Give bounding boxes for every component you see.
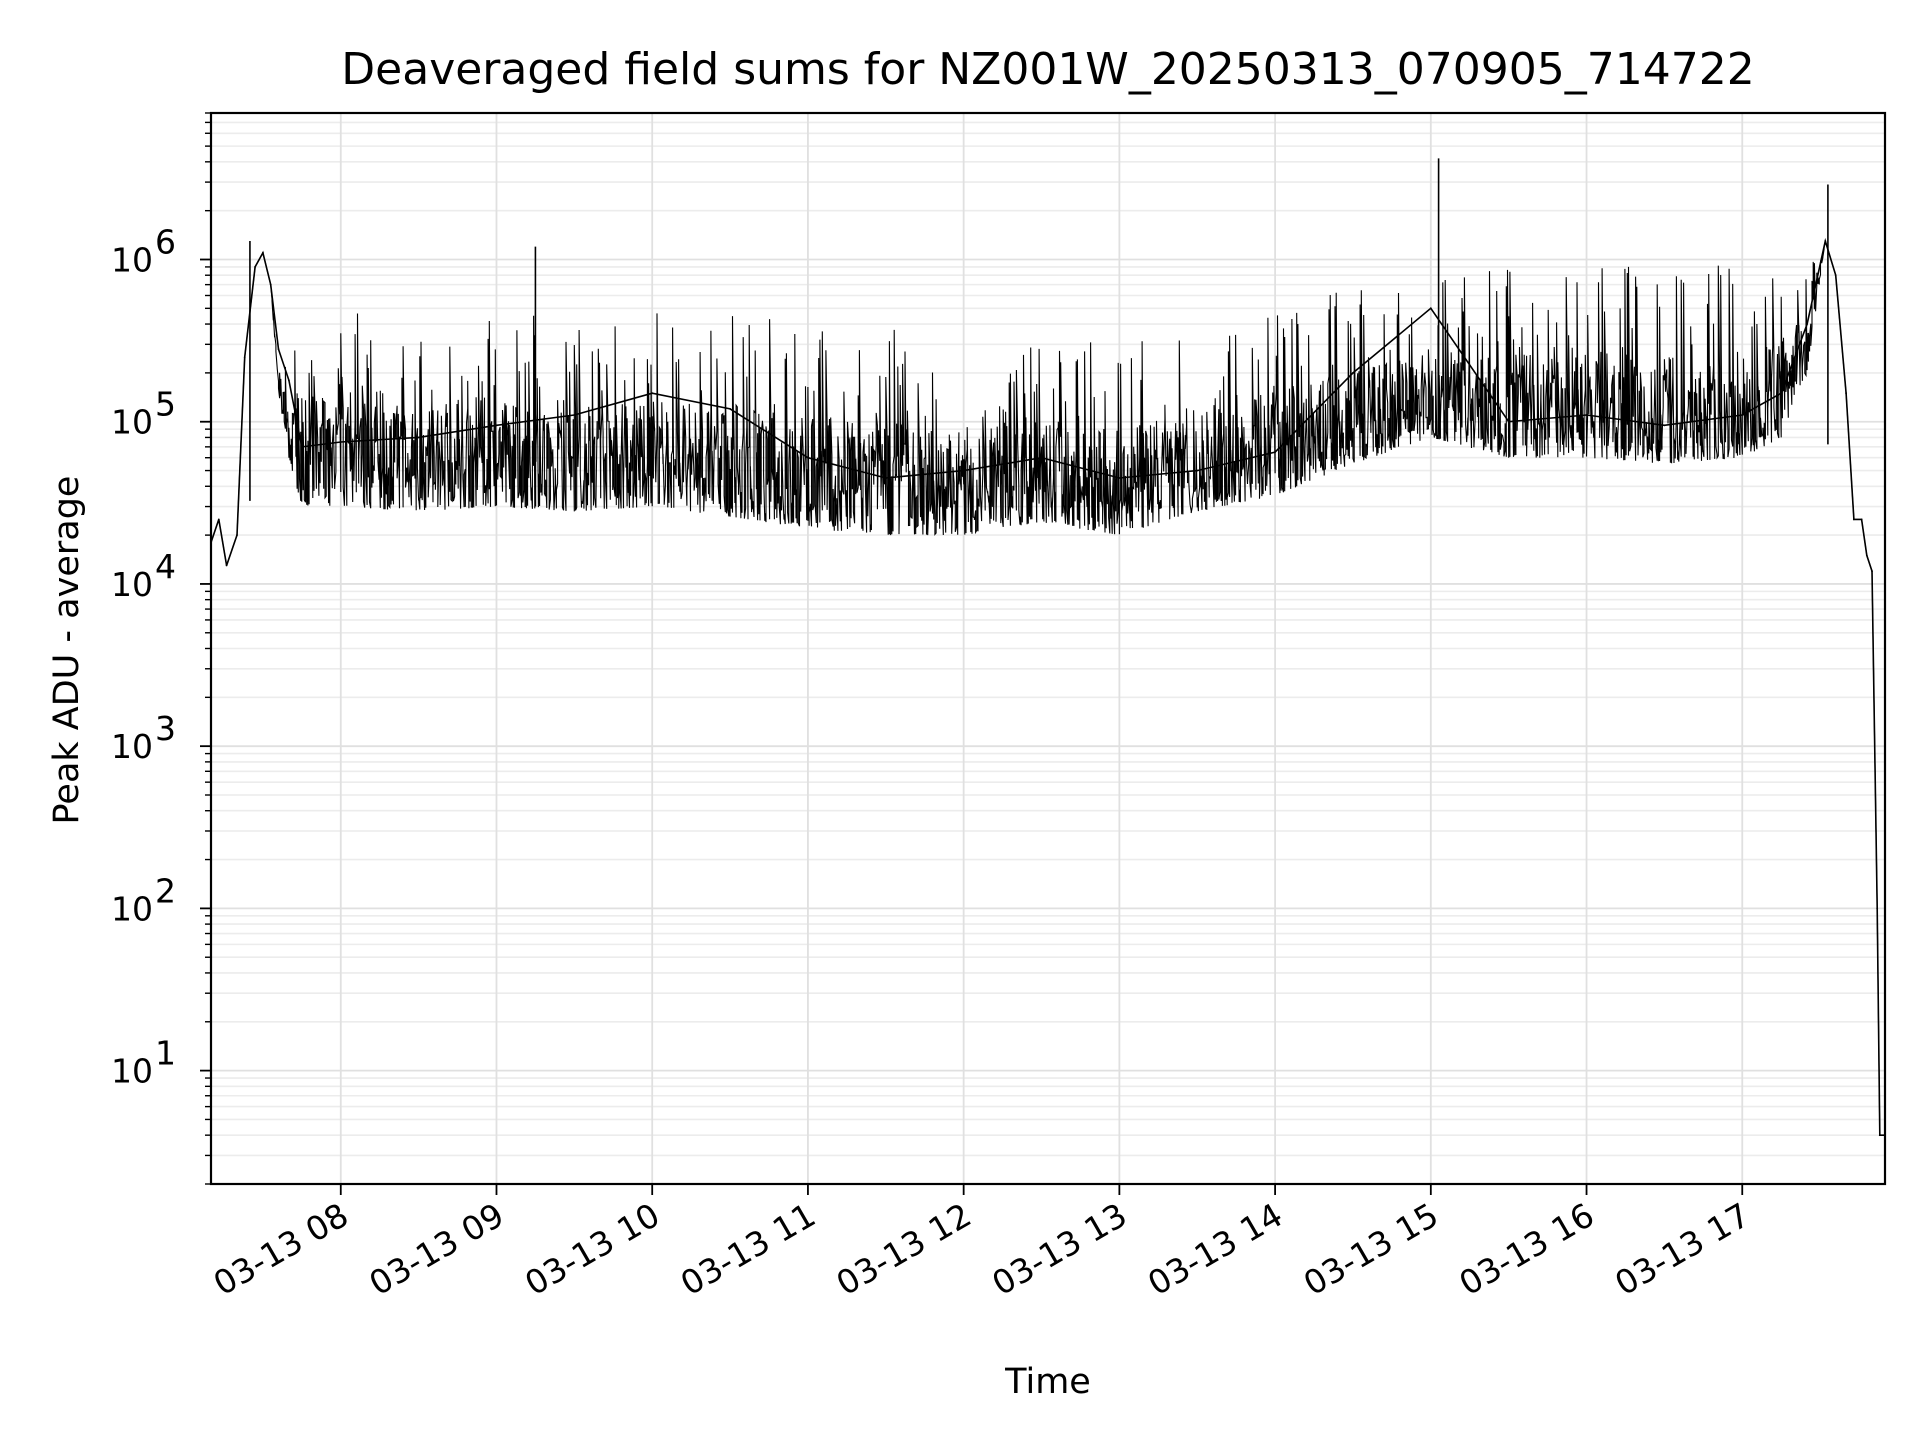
data-point	[884, 477, 887, 479]
data-point	[729, 407, 731, 410]
data-point	[1274, 451, 1276, 453]
data-point	[1824, 240, 1827, 242]
data-point	[1741, 414, 1744, 416]
y-axis-title: Peak ADU - average	[47, 476, 87, 825]
minor-gridlines	[211, 112, 1885, 1185]
data-point	[1871, 570, 1873, 573]
data-point	[236, 534, 238, 537]
data-point	[339, 441, 342, 443]
data-point	[1878, 1134, 1881, 1137]
y-tick-label: 10	[111, 403, 153, 442]
y-tick-label-exponent: 4	[155, 547, 176, 586]
y-tick-label-exponent: 2	[155, 871, 176, 910]
data-point	[225, 564, 228, 567]
data-point	[269, 283, 272, 286]
data-point	[243, 356, 246, 359]
data-point	[1040, 456, 1043, 459]
y-tick-label-exponent: 5	[155, 385, 176, 424]
data-point	[1852, 518, 1855, 521]
data-point	[962, 469, 965, 472]
x-axis-title: Time	[1004, 1362, 1091, 1402]
data-point	[1834, 274, 1837, 277]
y-tick-label: 10	[111, 565, 153, 604]
data-point	[1429, 307, 1432, 310]
y-tick-label: 10	[111, 889, 153, 928]
data-point	[254, 266, 257, 268]
data-point	[1876, 907, 1879, 910]
data-point	[807, 456, 809, 459]
data-point	[573, 414, 576, 416]
data-point	[1860, 518, 1863, 521]
major-gridlines	[211, 113, 1885, 1184]
chart-title: Deaveraged field sums for NZ001W_2025031…	[341, 44, 1754, 95]
data-point	[277, 348, 280, 351]
data-point	[287, 379, 290, 382]
data-point	[1196, 469, 1199, 472]
data-point	[495, 424, 498, 427]
data-point	[1585, 414, 1588, 416]
data-point	[300, 445, 303, 448]
y-tick-label: 10	[111, 1052, 153, 1091]
data-point	[262, 251, 264, 254]
series-line	[210, 237, 1885, 1136]
data-point	[217, 518, 220, 521]
data-point	[1663, 424, 1666, 427]
data-point	[1507, 420, 1510, 423]
data-point	[1865, 554, 1868, 557]
series-layer	[210, 158, 1886, 1137]
data-point	[1118, 477, 1121, 479]
data-point	[1845, 392, 1847, 395]
y-tick-label-exponent: 6	[155, 223, 176, 262]
data-point	[1352, 371, 1354, 374]
data-point	[1780, 392, 1783, 395]
series-envelope	[210, 240, 1884, 1136]
y-tick-label-exponent: 3	[155, 709, 176, 748]
y-tick-label-exponent: 1	[155, 1034, 176, 1073]
y-tick-label: 10	[111, 727, 153, 766]
data-point	[417, 436, 420, 439]
data-point	[651, 392, 654, 395]
data-point	[1806, 323, 1809, 325]
y-tick-label: 10	[111, 241, 153, 280]
